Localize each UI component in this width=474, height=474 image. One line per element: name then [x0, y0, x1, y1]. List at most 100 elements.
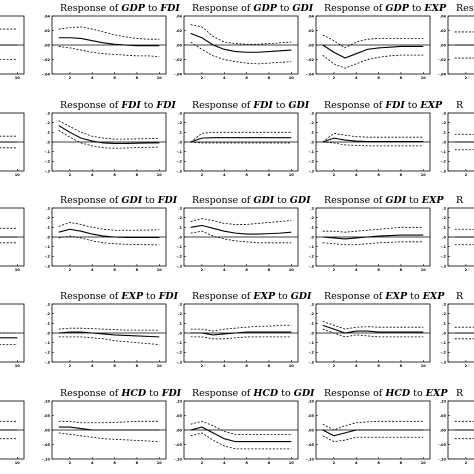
x-tick-label: 6	[245, 461, 248, 465]
x-tick-label: 8	[268, 76, 271, 80]
panel-title: Response of GDI to GDI	[192, 195, 311, 206]
panel-title-title-var2: EXP	[421, 195, 445, 206]
y-tick-label: -.2	[309, 160, 315, 164]
y-tick-label: .3	[46, 302, 50, 306]
y-tick-label: .02	[44, 29, 51, 33]
x-tick-label: 6	[245, 173, 248, 177]
upper-band-line	[190, 324, 292, 332]
panel-title: R	[456, 388, 464, 399]
panel-title-title-pre: Response of	[324, 3, 385, 14]
y-tick-label: -.3	[309, 360, 315, 364]
y-tick-label: -.04	[42, 72, 50, 76]
panel-title: Response of GDI to FDI	[60, 195, 178, 206]
x-tick-label: 10	[421, 364, 427, 368]
irf-panel-r0-c3: Response of GDP to EXP.04.02.00-.02-.042…	[306, 3, 447, 80]
panel-title-title-var1: GDP	[253, 3, 277, 14]
y-tick-label: .0	[442, 140, 446, 144]
response-line	[58, 125, 160, 144]
panel-title-title-var2: GDI	[292, 3, 313, 14]
panel-title: Response of HCD to FDI	[60, 388, 182, 399]
x-tick-label: 8	[268, 173, 271, 177]
x-tick-label: 2	[333, 76, 336, 80]
y-tick-label: -.1	[177, 150, 183, 154]
irf-panel-r3-c3: Response of EXP to EXP.3.2.1.0-.1-.2-.32…	[309, 291, 446, 368]
y-tick-label: -.2	[177, 160, 183, 164]
irf-panel-r1-c3: Response of FDI to EXP.3.2.1.0-.1-.2-.32…	[309, 100, 443, 177]
y-tick-label: -.1	[309, 245, 315, 249]
panel-title-title-var2: EXP	[422, 291, 446, 302]
panel-title-title-pre: Response of	[192, 291, 253, 302]
y-tick-label: -.04	[306, 72, 314, 76]
x-tick-label: 2	[201, 461, 204, 465]
upper-band-line	[322, 321, 424, 330]
panel-title: Response of FDI to EXP	[324, 100, 443, 111]
x-tick-label: 10	[15, 173, 21, 177]
panel-title: Response of EXP to GDI	[192, 291, 312, 302]
irf-panel-r2-c1: Response of GDI to FDI .3 .2 .1 .0 -.1 -.2 -.3 2…	[45, 195, 178, 272]
y-tick-label: .05	[176, 414, 183, 418]
x-tick-label: 4	[91, 76, 94, 80]
y-tick-label: .1	[178, 322, 182, 326]
y-tick-label: .00	[440, 43, 447, 47]
panel-title-title-var2: GDI	[294, 388, 315, 399]
y-tick-label: -.2	[45, 160, 51, 164]
upper-band-line	[322, 420, 424, 431]
panel-title: Response of GDP to FDI	[60, 3, 180, 14]
panel-title-title-mid: to	[405, 100, 421, 111]
y-tick-label: .0	[178, 235, 182, 239]
y-tick-label: .2	[442, 121, 446, 125]
x-tick-label: 2	[69, 364, 72, 368]
y-tick-label: -.2	[309, 351, 315, 355]
panel-title-title-pre: Response of	[60, 388, 121, 399]
x-tick-label: 4	[223, 268, 226, 272]
y-tick-label: .1	[442, 131, 446, 135]
y-tick-label: -.2	[177, 351, 183, 355]
y-tick-label: .3	[178, 206, 182, 210]
y-tick-label: .3	[46, 111, 50, 115]
x-tick-label: 10	[289, 76, 295, 80]
irf-panel-r3-c2: Response of EXP to GDI.3.2.1.0-.1-.2-.32…	[177, 291, 312, 368]
response-line	[0, 337, 18, 339]
y-tick-label: .00	[308, 428, 315, 432]
y-tick-label: -.3	[441, 264, 447, 268]
x-tick-label: 6	[377, 461, 380, 465]
panel-title-title-mid: to	[145, 3, 161, 14]
lower-band-line	[190, 432, 292, 450]
y-tick-label: -.02	[174, 58, 182, 62]
y-tick-label: -.2	[45, 351, 51, 355]
y-tick-label: .2	[46, 121, 50, 125]
irf-panel-r0-c2: Response of GDP to GDI.04.02.00-.02-.042…	[174, 3, 314, 80]
lower-band-line	[322, 435, 424, 443]
x-tick-label: 6	[113, 173, 116, 177]
lower-band-line	[190, 230, 292, 244]
response-line	[322, 44, 424, 59]
y-tick-label: .00	[308, 43, 315, 47]
x-tick-label: 10	[15, 76, 21, 80]
irf-panel-r2-c2: Response of GDI to GDI.3.2.1.0-.1-.2-.32…	[177, 195, 311, 272]
panel-title-title-var2: GDI	[290, 195, 311, 206]
x-tick-label: 8	[400, 364, 403, 368]
response-line	[190, 331, 292, 336]
y-tick-label: .2	[178, 312, 182, 316]
response-line	[190, 137, 292, 143]
y-tick-label: .00	[176, 428, 183, 432]
y-tick-label: -.3	[309, 264, 315, 268]
irf-panel-r4-c1: Response of HCD to FDI.10.05.00-.05-.102…	[42, 388, 182, 465]
y-tick-label: .0	[46, 140, 50, 144]
response-line	[322, 324, 424, 334]
upper-band-line	[190, 131, 292, 143]
x-tick-label: 2	[465, 76, 468, 80]
panel-title-title-text: R	[456, 291, 464, 302]
x-tick-label: 2	[333, 364, 336, 368]
response-line	[58, 37, 160, 47]
x-tick-label: 4	[223, 461, 226, 465]
panel-title-title-var2: FDI	[158, 291, 179, 302]
x-tick-label: 8	[136, 76, 139, 80]
x-tick-label: 2	[69, 461, 72, 465]
